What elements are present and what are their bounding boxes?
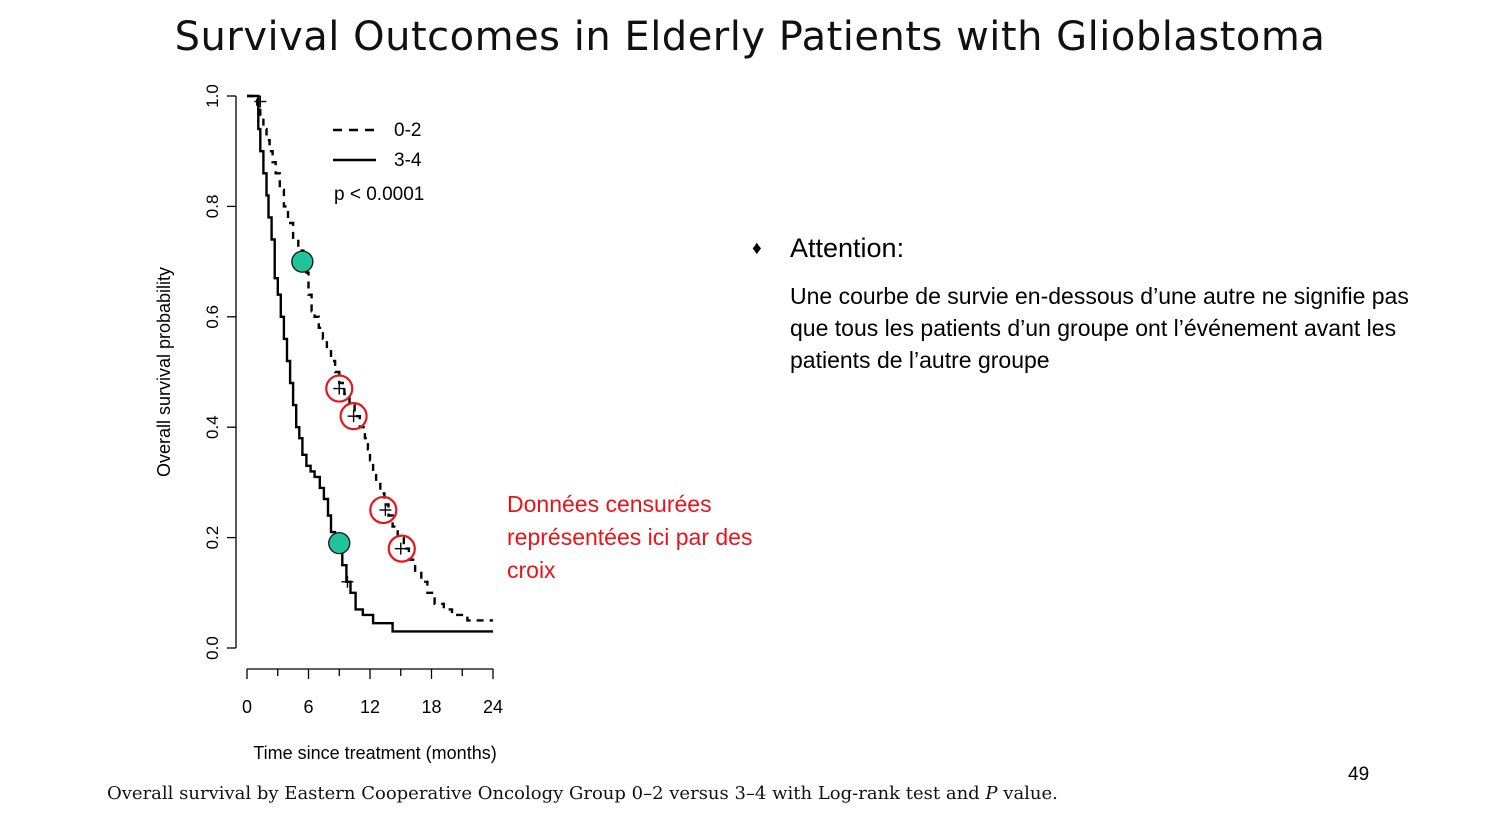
censor-highlight-circle bbox=[387, 534, 416, 563]
x-axis-label: Time since treatment (months) bbox=[253, 743, 496, 763]
attention-heading: ♦ Attention: bbox=[752, 233, 1412, 264]
legend-label-3-4: 3-4 bbox=[394, 150, 422, 171]
caption-p-italic: P bbox=[985, 783, 998, 804]
x-tick-label: 24 bbox=[483, 697, 503, 717]
y-tick-label: 0.4 bbox=[203, 415, 222, 439]
y-axis-label: Overall survival probability bbox=[154, 267, 174, 477]
attention-body: Une courbe de survie en-dessous d’une au… bbox=[790, 283, 1409, 373]
censor-highlight-circle bbox=[325, 374, 354, 403]
diamond-bullet-icon: ♦ bbox=[752, 237, 762, 259]
x-tick-label: 12 bbox=[360, 697, 380, 717]
y-tick-label: 0.6 bbox=[203, 305, 222, 329]
y-tick-label: 0.8 bbox=[203, 195, 222, 219]
green-highlight-marker bbox=[291, 250, 314, 273]
censored-data-note: Données censurées représentées ici par d… bbox=[507, 491, 753, 583]
page-number: 49 bbox=[1348, 764, 1370, 785]
y-tick-label: 0.0 bbox=[203, 636, 222, 660]
y-tick-label: 1.0 bbox=[203, 84, 222, 108]
chart-axes: 0.0 0.2 0.4 0.6 0.8 1.0 Overall survival proba… bbox=[154, 84, 503, 763]
survival-curve-3-4 bbox=[247, 94, 493, 633]
slide-title: Survival Outcomes in Elderly Patients wi… bbox=[174, 14, 1326, 60]
figure-caption: Overall survival by Eastern Cooperative … bbox=[107, 783, 1058, 804]
chart-curves bbox=[247, 94, 493, 633]
survival-curve-0-2 bbox=[247, 94, 493, 622]
green-highlight-marker bbox=[328, 531, 351, 555]
censor-highlight-circle bbox=[369, 495, 398, 525]
x-tick-label: 6 bbox=[303, 697, 313, 717]
chart-legend: 0-2 3-4 p < 0.0001 bbox=[333, 120, 424, 205]
chart-censor-marks bbox=[254, 95, 407, 588]
chart-overlays bbox=[291, 250, 416, 563]
attention-heading-text: Attention: bbox=[790, 233, 905, 263]
y-tick-label: 0.2 bbox=[203, 526, 222, 550]
legend-label-0-2: 0-2 bbox=[394, 120, 421, 141]
attention-callout: ♦ Attention: Une courbe de survie en-des… bbox=[752, 233, 1412, 376]
x-tick-label: 18 bbox=[421, 697, 441, 717]
censor-highlight-circle bbox=[339, 402, 368, 431]
p-value-annotation: p < 0.0001 bbox=[334, 184, 424, 205]
x-tick-label: 0 bbox=[242, 697, 252, 717]
